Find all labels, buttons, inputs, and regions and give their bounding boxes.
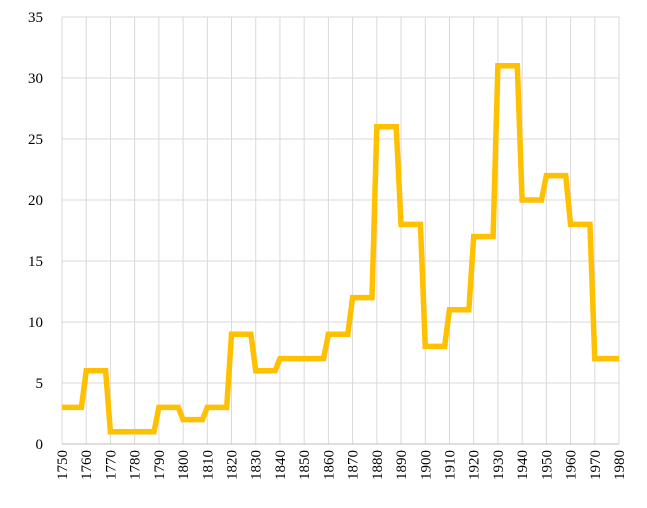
horizontal-gridlines bbox=[62, 16, 619, 445]
x-axis-tick-labels: 1750 1760 1770 1780 1790 1800 1810 1820 1830 1840… bbox=[55, 450, 628, 480]
y-tick-label: 20 bbox=[28, 193, 43, 209]
y-tick-label: 35 bbox=[28, 10, 43, 26]
series-line bbox=[62, 63, 619, 435]
x-tick-label: 1910 bbox=[442, 450, 458, 480]
x-tick-label: 1890 bbox=[394, 450, 410, 480]
y-tick-label: 10 bbox=[28, 315, 43, 331]
y-tick-label: 5 bbox=[36, 376, 44, 392]
x-tick-label: 1780 bbox=[128, 450, 144, 480]
x-tick-label: 1790 bbox=[152, 450, 168, 480]
x-tick-label: 1830 bbox=[249, 450, 265, 480]
x-tick-label: 1760 bbox=[79, 450, 95, 480]
x-tick-label: 1920 bbox=[467, 450, 483, 480]
x-tick-label: 1840 bbox=[273, 450, 289, 480]
vertical-gridlines bbox=[61, 17, 620, 444]
x-tick-label: 1960 bbox=[564, 450, 580, 480]
series-group bbox=[62, 63, 619, 435]
x-tick-label: 1750 bbox=[55, 450, 71, 480]
x-tick-label: 1800 bbox=[176, 450, 192, 480]
x-tick-label: 1870 bbox=[346, 450, 362, 480]
y-tick-label: 30 bbox=[28, 71, 43, 87]
x-tick-label: 1930 bbox=[491, 450, 507, 480]
x-tick-label: 1810 bbox=[200, 450, 216, 480]
y-tick-label: 15 bbox=[28, 254, 43, 270]
x-tick-label: 1850 bbox=[297, 450, 313, 480]
x-tick-label: 1880 bbox=[370, 450, 386, 480]
x-tick-label: 1900 bbox=[418, 450, 434, 480]
y-tick-label: 0 bbox=[36, 437, 44, 453]
x-tick-label: 1980 bbox=[612, 450, 628, 480]
x-tick-label: 1860 bbox=[321, 450, 337, 480]
x-tick-label: 1770 bbox=[103, 450, 119, 480]
y-axis-tick-labels: 0 5 10 15 20 25 30 35 bbox=[28, 10, 43, 453]
y-tick-label: 25 bbox=[28, 132, 43, 148]
x-tick-label: 1950 bbox=[539, 450, 555, 480]
x-tick-label: 1940 bbox=[515, 450, 531, 480]
x-tick-label: 1820 bbox=[225, 450, 241, 480]
x-tick-label: 1970 bbox=[588, 450, 604, 480]
